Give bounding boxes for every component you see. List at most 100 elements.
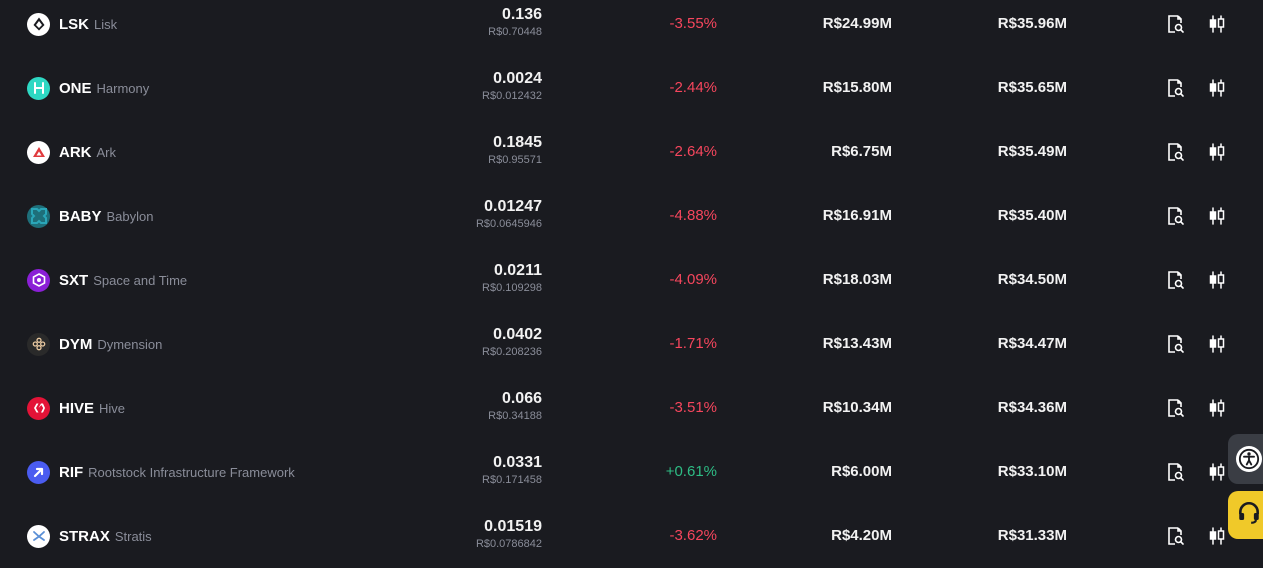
coin-name: Dymension [97,336,163,352]
coin-name: Babylon [106,208,154,224]
coin-cell[interactable]: RIF Rootstock Infrastructure Framework [27,440,295,504]
document-search-icon[interactable] [1165,270,1185,290]
price-brl: R$0.34188 [488,410,542,422]
candlestick-chart-icon[interactable] [1207,142,1227,162]
coin-symbol: DYM [59,335,93,353]
market-cap-value: R$35.49M [997,143,1067,160]
document-search-icon[interactable] [1165,78,1185,98]
price-brl: R$0.012432 [482,90,542,102]
document-search-icon[interactable] [1165,526,1185,546]
coin-cell[interactable]: ONE Harmony [27,56,149,120]
coin-cell[interactable]: SXT Space and Time [27,248,187,312]
price-brl: R$0.0786842 [475,538,542,550]
price-brl: R$0.109298 [482,282,542,294]
coin-logo-icon [27,12,50,36]
coin-name: Lisk [94,16,118,32]
candlestick-chart-icon[interactable] [1207,206,1227,226]
coin-symbol: ONE [59,79,92,97]
volume-value: R$18.03M [822,271,892,288]
price-cell: 0.0331 R$0.171458 [482,454,542,487]
coin-cell[interactable]: LSK Lisk [27,0,117,56]
accessibility-button[interactable] [1228,434,1263,484]
candlestick-chart-icon[interactable] [1207,14,1227,34]
candlestick-chart-icon[interactable] [1207,334,1227,354]
document-search-icon[interactable] [1165,334,1185,354]
coin-symbol: SXT [59,271,89,289]
price-cell: 0.0024 R$0.012432 [482,70,542,103]
coin-symbol: BABY [59,207,102,225]
coin-name: Harmony [96,80,150,96]
table-row[interactable]: ARK Ark 0.1845 R$0.95571 -2.64% R$6.75M … [0,120,1263,184]
document-search-icon[interactable] [1165,206,1185,226]
coin-symbol: ARK [59,143,92,161]
market-cap-value: R$34.36M [997,399,1067,416]
candlestick-chart-icon[interactable] [1207,270,1227,290]
price-cell: 0.0402 R$0.208236 [482,326,542,359]
price-brl: R$0.171458 [482,474,542,486]
table-row[interactable]: LSK Lisk 0.136 R$0.70448 -3.55% R$24.99M… [0,0,1263,56]
price-value: 0.0024 [493,70,542,87]
volume-value: R$6.75M [831,143,892,160]
volume-value: R$16.91M [822,207,892,224]
table-row[interactable]: BABY Babylon 0.01247 R$0.0645946 -4.88% … [0,184,1263,248]
candlestick-chart-icon[interactable] [1207,526,1227,546]
price-value: 0.066 [501,390,542,407]
coin-name: Stratis [114,528,152,544]
coin-symbol: LSK [59,15,89,33]
coin-cell[interactable]: ARK Ark [27,120,116,184]
price-value: 0.0402 [493,326,542,343]
change-percent: -1.71% [669,335,717,352]
market-cap-value: R$34.50M [997,271,1067,288]
volume-value: R$4.20M [831,527,892,544]
coin-cell[interactable]: DYM Dymension [27,312,162,376]
support-button[interactable] [1228,491,1263,539]
coin-name: Space and Time [93,272,188,288]
change-percent: -2.64% [669,143,717,160]
volume-value: R$10.34M [822,399,892,416]
candlestick-chart-icon[interactable] [1207,462,1227,482]
coin-logo-icon [27,140,50,164]
candlestick-chart-icon[interactable] [1207,78,1227,98]
volume-value: R$13.43M [822,335,892,352]
document-search-icon[interactable] [1165,462,1185,482]
change-percent: -2.44% [669,79,717,96]
coin-symbol: RIF [59,463,84,481]
coin-name: Hive [99,400,126,416]
change-percent: -4.88% [669,207,717,224]
table-row[interactable]: SXT Space and Time 0.0211 R$0.109298 -4.… [0,248,1263,312]
table-row[interactable]: STRAX Stratis 0.01519 R$0.0786842 -3.62%… [0,504,1263,568]
price-cell: 0.0211 R$0.109298 [482,262,542,295]
price-value: 0.0211 [493,262,542,279]
coin-name: Ark [96,144,117,160]
price-brl: R$0.0645946 [475,218,542,230]
document-search-icon[interactable] [1165,142,1185,162]
price-cell: 0.066 R$0.34188 [488,390,542,423]
coin-name: Rootstock Infrastructure Framework [88,464,295,480]
document-search-icon[interactable] [1165,398,1185,418]
price-brl: R$0.208236 [482,346,542,358]
table-row[interactable]: ONE Harmony 0.0024 R$0.012432 -2.44% R$1… [0,56,1263,120]
market-cap-value: R$31.33M [997,527,1067,544]
change-percent: -3.55% [669,15,717,32]
table-row[interactable]: RIF Rootstock Infrastructure Framework 0… [0,440,1263,504]
table-row[interactable]: DYM Dymension 0.0402 R$0.208236 -1.71% R… [0,312,1263,376]
coin-cell[interactable]: HIVE Hive [27,376,125,440]
candlestick-chart-icon[interactable] [1207,398,1227,418]
price-value: 0.0331 [493,454,542,471]
price-value: 0.1845 [493,134,542,151]
coin-logo-icon [27,268,50,292]
price-cell: 0.136 R$0.70448 [488,6,542,39]
price-value: 0.136 [501,6,542,23]
change-percent: +0.61% [665,463,717,480]
table-row[interactable]: HIVE Hive 0.066 R$0.34188 -3.51% R$10.34… [0,376,1263,440]
coin-cell[interactable]: STRAX Stratis [27,504,152,568]
coin-cell[interactable]: BABY Babylon [27,184,154,248]
document-search-icon[interactable] [1165,14,1185,34]
market-cap-value: R$34.47M [997,335,1067,352]
market-cap-value: R$35.65M [997,79,1067,96]
headset-icon [1236,500,1262,531]
market-cap-value: R$35.96M [997,15,1067,32]
price-cell: 0.01247 R$0.0645946 [476,198,542,231]
change-percent: -3.62% [669,527,717,544]
